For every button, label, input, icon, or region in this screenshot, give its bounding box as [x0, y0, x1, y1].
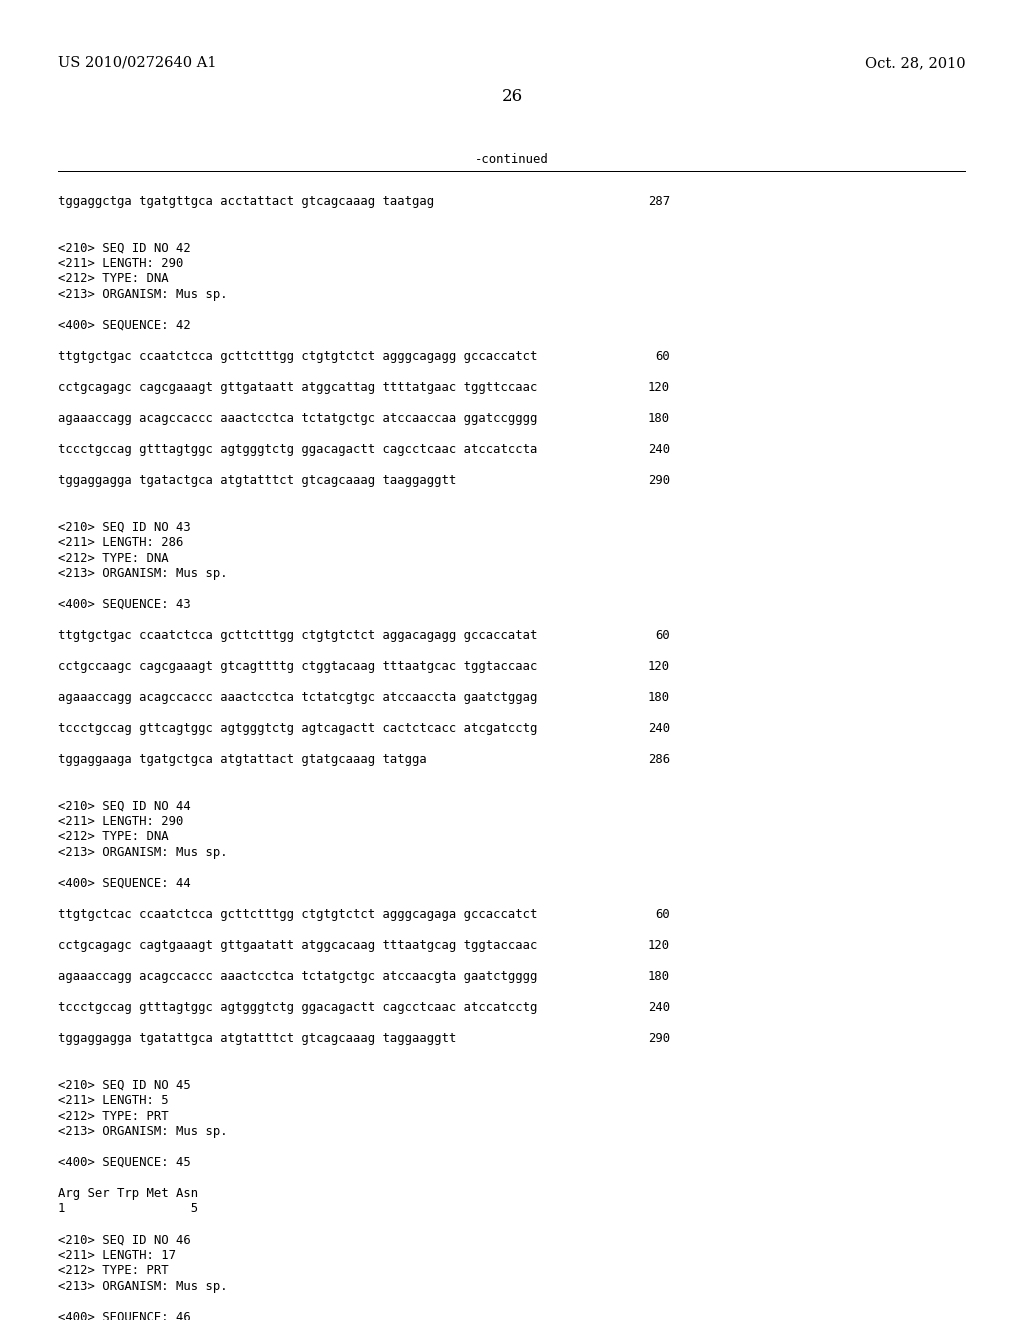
Text: <212> TYPE: PRT: <212> TYPE: PRT	[58, 1110, 169, 1122]
Text: 60: 60	[655, 908, 670, 921]
Text: <210> SEQ ID NO 42: <210> SEQ ID NO 42	[58, 242, 190, 255]
Text: 120: 120	[648, 939, 670, 952]
Text: <210> SEQ ID NO 44: <210> SEQ ID NO 44	[58, 800, 190, 813]
Text: <210> SEQ ID NO 46: <210> SEQ ID NO 46	[58, 1233, 190, 1246]
Text: <210> SEQ ID NO 45: <210> SEQ ID NO 45	[58, 1078, 190, 1092]
Text: 60: 60	[655, 350, 670, 363]
Text: <213> ORGANISM: Mus sp.: <213> ORGANISM: Mus sp.	[58, 568, 227, 579]
Text: 287: 287	[648, 195, 670, 209]
Text: agaaaccagg acagccaccc aaactcctca tctatgctgc atccaaccaa ggatccgggg: agaaaccagg acagccaccc aaactcctca tctatgc…	[58, 412, 538, 425]
Text: tccctgccag gttcagtggc agtgggtctg agtcagactt cactctcacc atcgatcctg: tccctgccag gttcagtggc agtgggtctg agtcaga…	[58, 722, 538, 735]
Text: 240: 240	[648, 1001, 670, 1014]
Text: <211> LENGTH: 290: <211> LENGTH: 290	[58, 257, 183, 271]
Text: 290: 290	[648, 1032, 670, 1045]
Text: <211> LENGTH: 5: <211> LENGTH: 5	[58, 1094, 169, 1107]
Text: tggaggaaga tgatgctgca atgtattact gtatgcaaag tatgga: tggaggaaga tgatgctgca atgtattact gtatgca…	[58, 752, 427, 766]
Text: tccctgccag gtttagtggc agtgggtctg ggacagactt cagcctcaac atccatccta: tccctgccag gtttagtggc agtgggtctg ggacaga…	[58, 444, 538, 455]
Text: 120: 120	[648, 381, 670, 393]
Text: <212> TYPE: DNA: <212> TYPE: DNA	[58, 830, 169, 843]
Text: US 2010/0272640 A1: US 2010/0272640 A1	[58, 55, 216, 70]
Text: 1                 5: 1 5	[58, 1203, 198, 1216]
Text: ttgtgctgac ccaatctcca gcttctttgg ctgtgtctct agggcagagg gccaccatct: ttgtgctgac ccaatctcca gcttctttgg ctgtgtc…	[58, 350, 538, 363]
Text: 240: 240	[648, 444, 670, 455]
Text: Arg Ser Trp Met Asn: Arg Ser Trp Met Asn	[58, 1187, 198, 1200]
Text: 286: 286	[648, 752, 670, 766]
Text: 180: 180	[648, 412, 670, 425]
Text: <400> SEQUENCE: 43: <400> SEQUENCE: 43	[58, 598, 190, 611]
Text: <210> SEQ ID NO 43: <210> SEQ ID NO 43	[58, 520, 190, 533]
Text: agaaaccagg acagccaccc aaactcctca tctatcgtgc atccaaccta gaatctggag: agaaaccagg acagccaccc aaactcctca tctatcg…	[58, 690, 538, 704]
Text: <211> LENGTH: 290: <211> LENGTH: 290	[58, 814, 183, 828]
Text: 290: 290	[648, 474, 670, 487]
Text: 240: 240	[648, 722, 670, 735]
Text: <400> SEQUENCE: 42: <400> SEQUENCE: 42	[58, 319, 190, 333]
Text: <212> TYPE: DNA: <212> TYPE: DNA	[58, 272, 169, 285]
Text: ttgtgctgac ccaatctcca gcttctttgg ctgtgtctct aggacagagg gccaccatat: ttgtgctgac ccaatctcca gcttctttgg ctgtgtc…	[58, 630, 538, 642]
Text: <213> ORGANISM: Mus sp.: <213> ORGANISM: Mus sp.	[58, 288, 227, 301]
Text: <400> SEQUENCE: 45: <400> SEQUENCE: 45	[58, 1156, 190, 1170]
Text: <211> LENGTH: 286: <211> LENGTH: 286	[58, 536, 183, 549]
Text: tccctgccag gtttagtggc agtgggtctg ggacagactt cagcctcaac atccatcctg: tccctgccag gtttagtggc agtgggtctg ggacaga…	[58, 1001, 538, 1014]
Text: <213> ORGANISM: Mus sp.: <213> ORGANISM: Mus sp.	[58, 846, 227, 859]
Text: <212> TYPE: DNA: <212> TYPE: DNA	[58, 552, 169, 565]
Text: tggaggagga tgatattgca atgtatttct gtcagcaaag taggaaggtt: tggaggagga tgatattgca atgtatttct gtcagca…	[58, 1032, 457, 1045]
Text: ttgtgctcac ccaatctcca gcttctttgg ctgtgtctct agggcagaga gccaccatct: ttgtgctcac ccaatctcca gcttctttgg ctgtgtc…	[58, 908, 538, 921]
Text: cctgcagagc cagcgaaagt gttgataatt atggcattag ttttatgaac tggttccaac: cctgcagagc cagcgaaagt gttgataatt atggcat…	[58, 381, 538, 393]
Text: 60: 60	[655, 630, 670, 642]
Text: 120: 120	[648, 660, 670, 673]
Text: <212> TYPE: PRT: <212> TYPE: PRT	[58, 1265, 169, 1278]
Text: tggaggctga tgatgttgca acctattact gtcagcaaag taatgag: tggaggctga tgatgttgca acctattact gtcagca…	[58, 195, 434, 209]
Text: 26: 26	[502, 88, 522, 106]
Text: <213> ORGANISM: Mus sp.: <213> ORGANISM: Mus sp.	[58, 1125, 227, 1138]
Text: -continued: -continued	[475, 153, 549, 166]
Text: Oct. 28, 2010: Oct. 28, 2010	[865, 55, 966, 70]
Text: 180: 180	[648, 970, 670, 983]
Text: <400> SEQUENCE: 44: <400> SEQUENCE: 44	[58, 876, 190, 890]
Text: cctgccaagc cagcgaaagt gtcagttttg ctggtacaag tttaatgcac tggtaccaac: cctgccaagc cagcgaaagt gtcagttttg ctggtac…	[58, 660, 538, 673]
Text: tggaggagga tgatactgca atgtatttct gtcagcaaag taaggaggtt: tggaggagga tgatactgca atgtatttct gtcagca…	[58, 474, 457, 487]
Text: agaaaccagg acagccaccc aaactcctca tctatgctgc atccaacgta gaatctgggg: agaaaccagg acagccaccc aaactcctca tctatgc…	[58, 970, 538, 983]
Text: cctgcagagc cagtgaaagt gttgaatatt atggcacaag tttaatgcag tggtaccaac: cctgcagagc cagtgaaagt gttgaatatt atggcac…	[58, 939, 538, 952]
Text: <400> SEQUENCE: 46: <400> SEQUENCE: 46	[58, 1311, 190, 1320]
Text: 180: 180	[648, 690, 670, 704]
Text: <213> ORGANISM: Mus sp.: <213> ORGANISM: Mus sp.	[58, 1280, 227, 1294]
Text: <211> LENGTH: 17: <211> LENGTH: 17	[58, 1249, 176, 1262]
